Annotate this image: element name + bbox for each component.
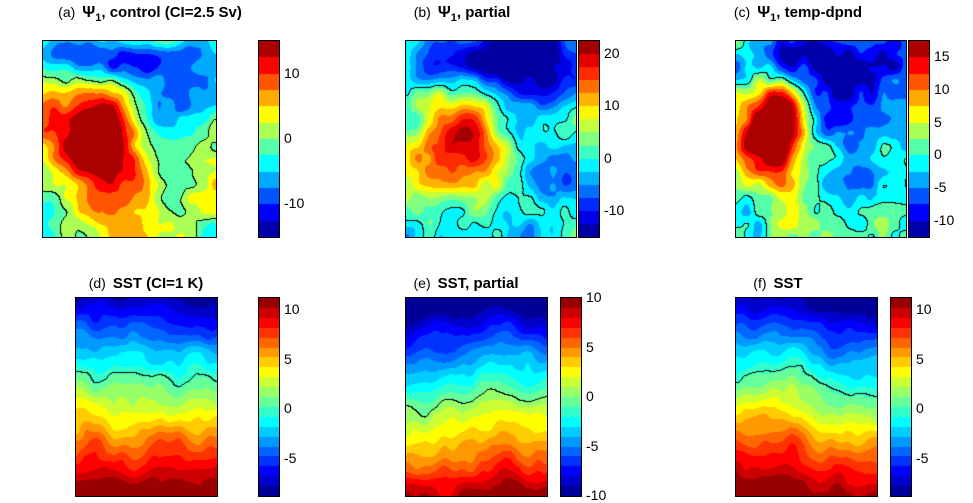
panel-title: (d) SST (CI=1 K) <box>0 275 366 295</box>
colorbar-tick-label: 5 <box>284 350 292 367</box>
colorbar-tick-label: 0 <box>284 400 292 417</box>
contour-map <box>735 40 907 238</box>
panel-label: (c) <box>733 4 751 20</box>
panel-label: (b) <box>413 4 431 20</box>
panel-label: (a) <box>58 4 76 20</box>
colorbar-tick-label: -5 <box>916 449 929 466</box>
colorbar-tick-label: 0 <box>916 400 924 417</box>
colorbar <box>578 40 600 238</box>
panel-title: (f) SST <box>558 275 973 295</box>
colorbar-tick-label: -5 <box>284 449 297 466</box>
colorbar-tick-label: -5 <box>934 179 947 195</box>
colorbar <box>908 40 930 238</box>
title-text: , partial <box>456 4 511 21</box>
title-subscript: 1 <box>770 12 777 24</box>
panel-label: (d) <box>88 275 106 291</box>
title-text: , control (CI=2.5 Sv) <box>101 4 242 21</box>
title-text: SST <box>773 275 803 292</box>
colorbar-tick-label: 0 <box>604 149 612 166</box>
colorbar-tick-label: 20 <box>604 45 620 62</box>
title-subscript: 1 <box>450 12 457 24</box>
colorbar-tick-label: 0 <box>586 388 594 404</box>
colorbar-tick-label: 10 <box>284 301 300 318</box>
title-text: SST, partial <box>437 275 519 292</box>
panel-title: (b) Ψ1, partial <box>242 4 682 24</box>
colorbar-tick-label: -10 <box>586 487 607 503</box>
panel-label: (e) <box>413 275 431 291</box>
colorbar-tick-label: 10 <box>284 64 300 81</box>
colorbar-tick-label: 15 <box>934 48 950 65</box>
contour-map <box>405 297 548 497</box>
title-text: , temp-dpnd <box>776 4 863 21</box>
colorbar <box>258 297 280 497</box>
panel-label: (f) <box>753 275 767 291</box>
title-symbol: Ψ <box>82 4 96 21</box>
colorbar-tick-label: 5 <box>586 338 594 355</box>
colorbar-tick-label: -10 <box>284 195 305 212</box>
title-symbol: Ψ <box>757 4 771 21</box>
colorbar <box>890 297 912 497</box>
colorbar-tick-label: 10 <box>586 289 602 305</box>
colorbar <box>560 297 582 497</box>
colorbar-tick-label: 10 <box>934 81 950 97</box>
colorbar-tick-label: 10 <box>916 301 932 318</box>
colorbar-tick-label: 0 <box>284 130 292 146</box>
title-symbol: Ψ <box>437 4 451 21</box>
contour-map <box>735 297 878 497</box>
contour-map <box>75 297 218 497</box>
colorbar-tick-label: 10 <box>604 97 620 114</box>
colorbar-tick-label: -5 <box>586 437 599 454</box>
contour-map <box>405 40 577 238</box>
colorbar-tick-label: 5 <box>916 350 924 367</box>
title-subscript: 1 <box>95 12 102 24</box>
colorbar-tick-label: 0 <box>934 146 942 163</box>
colorbar-tick-label: -10 <box>934 211 955 228</box>
panel-title: (a) Ψ1, control (CI=2.5 Sv) <box>0 4 370 24</box>
colorbar <box>258 40 280 238</box>
contour-map <box>42 40 217 238</box>
title-text: SST (CI=1 K) <box>112 275 204 292</box>
panel-title: (c) Ψ1, temp-dpnd <box>578 4 973 24</box>
colorbar-tick-label: -10 <box>604 201 625 218</box>
panel-title: (e) SST, partial <box>246 275 686 295</box>
colorbar-tick-label: 5 <box>934 113 942 130</box>
